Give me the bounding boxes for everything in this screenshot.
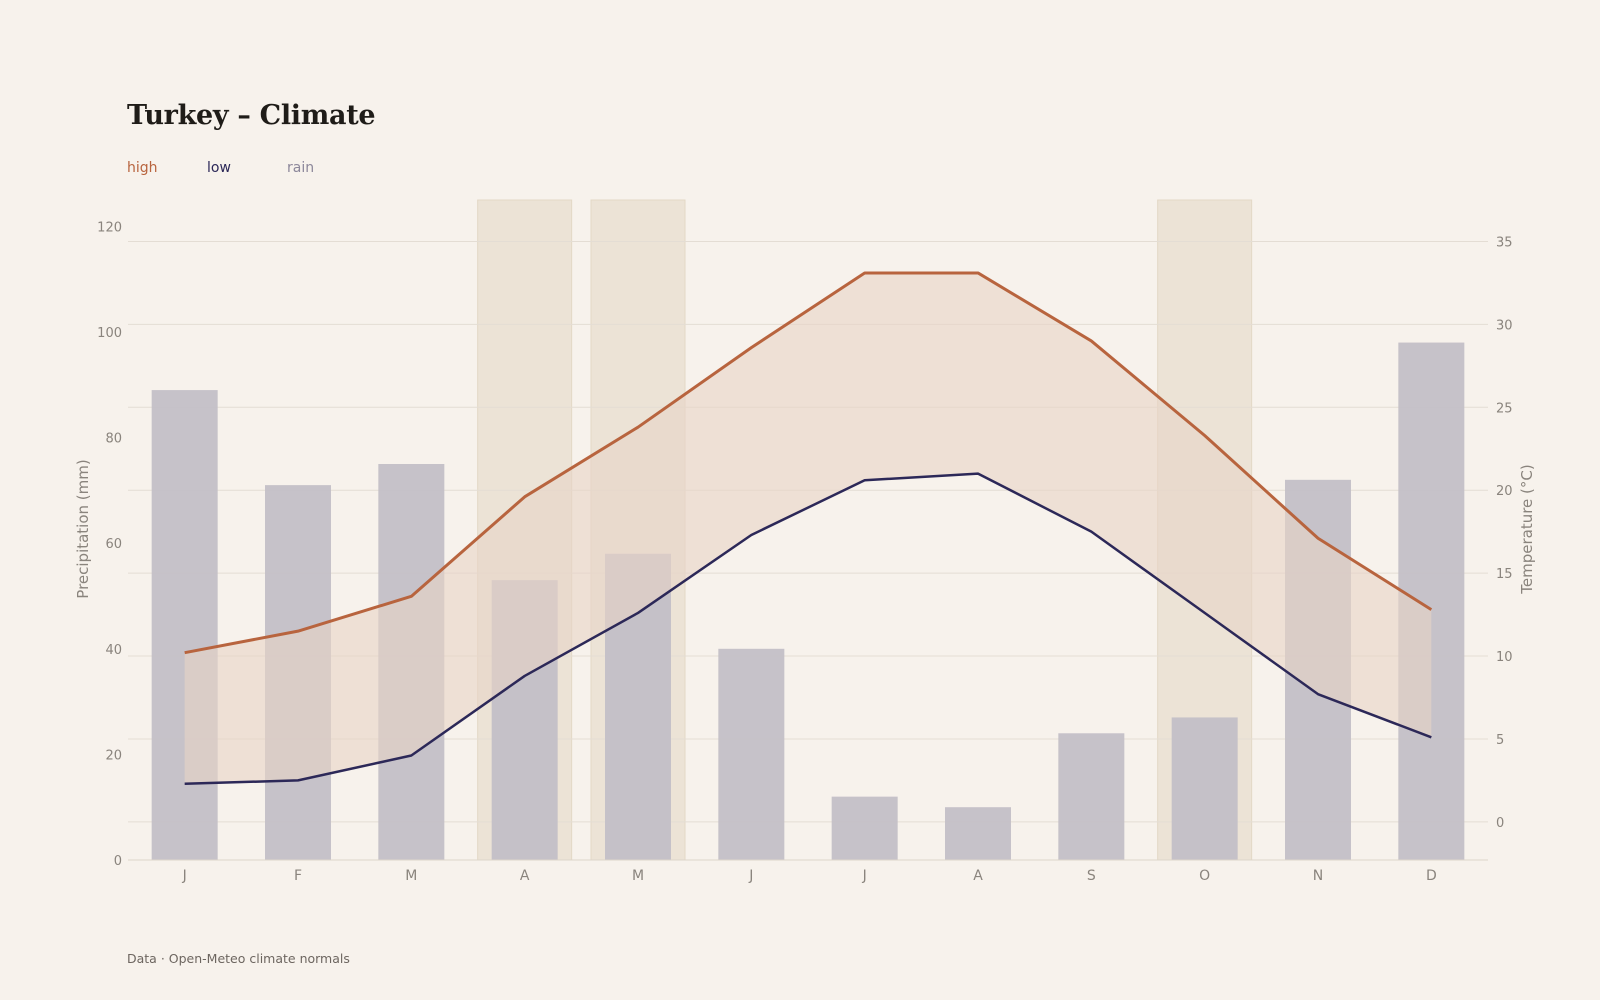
x-tick-label: M — [405, 868, 417, 884]
left-tick-label: 40 — [105, 643, 122, 658]
rain-bar — [1058, 733, 1125, 860]
right-tick-label: 30 — [1496, 318, 1513, 333]
right-tick-label: 25 — [1496, 401, 1513, 416]
left-tick-label: 80 — [105, 432, 122, 447]
left-tick-label: 20 — [105, 748, 122, 763]
left-tick-label: 120 — [97, 220, 122, 235]
right-tick-label: 5 — [1496, 733, 1504, 748]
rain-bar — [151, 390, 218, 860]
right-tick-label: 0 — [1496, 816, 1504, 831]
right-tick-label: 20 — [1496, 484, 1513, 499]
rain-bar — [718, 648, 785, 860]
legend-entry-rain: rain — [287, 160, 315, 176]
left-tick-label: 60 — [105, 537, 122, 552]
x-tick-label: J — [748, 868, 753, 884]
legend-entry-low: low — [207, 160, 231, 176]
x-tick-label: S — [1087, 868, 1096, 884]
right-tick-label: 35 — [1496, 235, 1513, 250]
x-tick-label: A — [973, 868, 983, 884]
legend-entry-high: high — [127, 160, 158, 176]
rain-bar — [831, 796, 898, 860]
temperature-band — [184, 272, 1432, 784]
x-tick-label: O — [1199, 868, 1210, 884]
x-tick-label: J — [182, 868, 187, 884]
right-axis-title: Temperature (°C) — [1518, 464, 1536, 594]
legend: high low rain — [127, 160, 367, 176]
right-tick-label: 10 — [1496, 650, 1513, 665]
low-temperature-line — [184, 472, 1432, 785]
chart-title: Turkey – Climate — [127, 100, 376, 131]
left-axis-title: Precipitation (mm) — [74, 459, 92, 598]
left-tick-label: 100 — [97, 326, 122, 341]
x-tick-label: F — [294, 868, 302, 884]
left-tick-label: 0 — [114, 854, 122, 869]
x-tick-label: M — [632, 868, 644, 884]
x-tick-label: A — [520, 868, 530, 884]
x-tick-label: N — [1313, 868, 1323, 884]
rain-bar — [945, 807, 1011, 860]
source-note: Data · Open-Meteo climate normals — [127, 951, 350, 966]
x-tick-label: J — [862, 868, 867, 884]
high-temperature-line — [184, 271, 1433, 655]
x-tick-label: D — [1426, 868, 1437, 884]
rain-bar — [1171, 717, 1238, 860]
right-tick-label: 15 — [1496, 567, 1513, 582]
